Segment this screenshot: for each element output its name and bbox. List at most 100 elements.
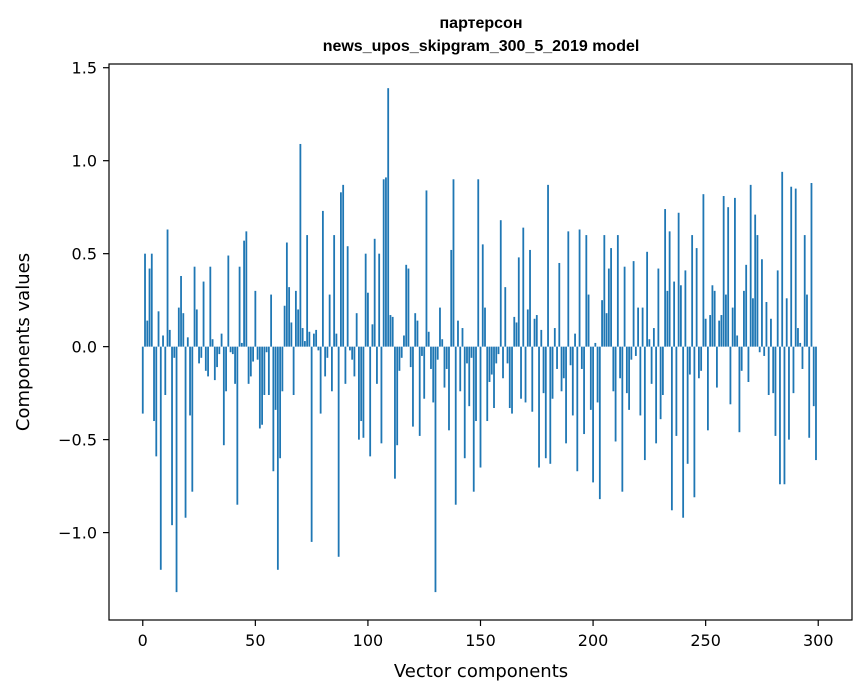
bar-56: [267, 346, 270, 395]
bar-83: [328, 294, 331, 347]
bar-15: [175, 346, 178, 593]
chart-title-line2: news_upos_skipgram_300_5_2019 model: [323, 38, 640, 55]
bar-97: [360, 346, 363, 422]
bar-89: [342, 184, 345, 347]
bar-163: [508, 346, 511, 409]
bar-143: [463, 346, 466, 459]
bar-14: [173, 346, 176, 358]
bar-43: [238, 266, 241, 347]
bar-190: [569, 346, 572, 366]
bar-130: [434, 346, 437, 593]
bar-87: [337, 346, 340, 557]
bar-248: [700, 346, 703, 371]
bar-253: [711, 285, 714, 347]
bar-127: [427, 331, 430, 347]
bar-193: [576, 346, 579, 472]
bar-123: [418, 346, 421, 436]
bar-219: [634, 346, 637, 356]
bar-93: [351, 346, 354, 360]
bar-294: [803, 235, 806, 347]
bar-129: [432, 346, 435, 403]
bar-24: [195, 309, 198, 347]
bar-70: [299, 143, 302, 347]
bar-109: [387, 88, 390, 347]
bar-299: [815, 346, 817, 461]
bar-196: [583, 346, 585, 435]
y-axis-label: Components values: [13, 253, 34, 431]
bar-234: [668, 231, 671, 347]
bar-226: [650, 346, 653, 384]
bar-17: [180, 275, 182, 347]
bar-134: [443, 346, 446, 388]
bar-128: [430, 346, 432, 369]
bar-185: [558, 262, 561, 347]
bar-205: [603, 235, 606, 347]
bar-260: [727, 207, 730, 347]
y-tick-label-1: −0.5: [58, 431, 97, 450]
bar-237: [675, 346, 678, 436]
bar-26: [200, 346, 203, 358]
bar-78: [317, 346, 320, 351]
bar-254: [713, 290, 716, 347]
bar-103: [373, 238, 376, 347]
bar-289: [792, 346, 795, 394]
bar-284: [781, 171, 784, 347]
bar-172: [529, 249, 531, 347]
bar-131: [436, 346, 439, 360]
bar-176: [538, 346, 540, 468]
bar-34: [218, 346, 221, 355]
bar-247: [698, 346, 700, 379]
bar-54: [263, 346, 266, 395]
bar-296: [808, 346, 811, 438]
bar-39: [229, 346, 232, 353]
bar-244: [691, 235, 694, 347]
bar-264: [736, 335, 739, 347]
bar-215: [625, 346, 628, 394]
bar-38: [227, 255, 230, 347]
bar-31: [211, 339, 214, 347]
bar-0: [141, 346, 144, 414]
bar-44: [240, 342, 243, 347]
bar-275: [761, 259, 763, 347]
bar-232: [664, 209, 667, 347]
bar-2: [146, 320, 149, 347]
bar-32: [213, 346, 216, 381]
bar-132: [439, 307, 441, 347]
bar-169: [522, 227, 525, 347]
bar-66: [290, 322, 293, 347]
bar-6: [155, 346, 158, 457]
bar-270: [749, 184, 752, 347]
bar-84: [331, 346, 333, 392]
bar-243: [688, 346, 691, 375]
bar-291: [797, 328, 799, 347]
bar-173: [531, 346, 534, 412]
bar-297: [810, 183, 813, 347]
bar-85: [333, 235, 336, 347]
bar-171: [526, 309, 529, 347]
bar-79: [319, 346, 322, 414]
bar-125: [423, 346, 426, 399]
bar-122: [416, 320, 419, 347]
bar-250: [704, 318, 707, 347]
bar-3: [148, 268, 151, 347]
bar-46: [245, 231, 248, 347]
bar-217: [630, 346, 633, 360]
bar-256: [718, 320, 721, 347]
bar-74: [308, 331, 311, 347]
bar-59: [274, 346, 277, 410]
bar-40: [231, 346, 234, 355]
bar-152: [484, 307, 486, 347]
bar-18: [182, 313, 185, 347]
bar-121: [414, 313, 417, 347]
bar-73: [306, 235, 309, 347]
bar-164: [511, 346, 513, 414]
bar-117: [405, 264, 408, 347]
bar-181: [549, 346, 552, 464]
bars-group: [141, 88, 817, 593]
bar-187: [562, 346, 565, 379]
bar-107: [382, 179, 385, 347]
bar-249: [702, 194, 705, 347]
bar-251: [707, 346, 709, 431]
y-tick-label-3: 0.5: [72, 245, 97, 264]
bar-37: [225, 346, 227, 392]
